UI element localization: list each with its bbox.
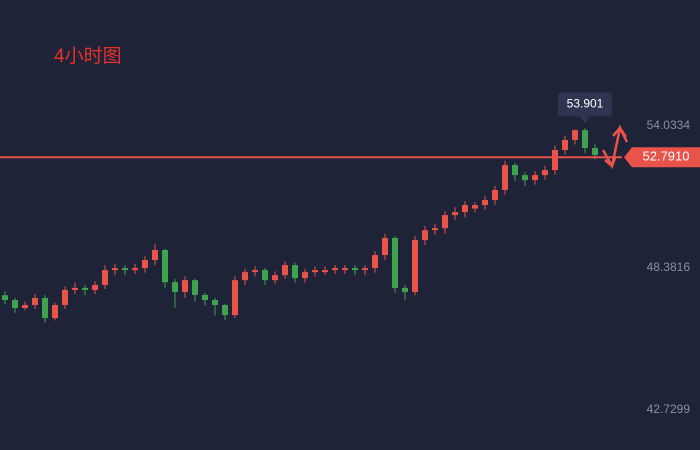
candle-body: [272, 275, 278, 281]
candle-body: [342, 268, 348, 271]
candle-body: [232, 280, 238, 316]
current-price-label: 52.7910: [643, 149, 690, 164]
candle-body: [212, 300, 218, 306]
candle-body: [302, 272, 308, 279]
candle-body: [392, 237, 398, 288]
candle-body: [462, 205, 468, 213]
y-tick-label: 42.7299: [647, 402, 691, 416]
current-price-tag: [624, 147, 700, 168]
candle-body: [192, 280, 198, 295]
candle-body: [112, 268, 118, 271]
high-label: 53.901: [567, 97, 604, 111]
high-label-box: [558, 92, 612, 117]
candle-body: [582, 130, 588, 148]
candle-body: [352, 268, 358, 271]
candle-body: [202, 294, 208, 300]
candle-body: [102, 270, 108, 285]
candle-body: [42, 297, 48, 319]
candle-body: [472, 205, 478, 209]
candle-body: [82, 287, 88, 290]
candle-body: [412, 239, 418, 292]
y-tick-label: 48.3816: [647, 260, 691, 274]
candle-body: [332, 268, 338, 271]
candle-body: [52, 305, 58, 319]
candle-body: [552, 150, 558, 171]
candle-body: [252, 270, 258, 273]
candle-body: [532, 175, 538, 181]
arrow-head: [604, 157, 617, 169]
candle-body: [452, 212, 458, 216]
arrow-head: [612, 125, 628, 138]
candle-body: [2, 295, 8, 300]
candle-body: [72, 287, 78, 290]
candle-body: [492, 189, 498, 200]
candle-body: [132, 268, 138, 271]
candle-body: [402, 287, 408, 292]
candle-body: [12, 300, 18, 309]
candle-body: [512, 165, 518, 176]
candle-body: [502, 165, 508, 190]
candle-body: [142, 260, 148, 269]
candle-body: [242, 272, 248, 281]
candle-body: [322, 270, 328, 273]
candle-body: [522, 175, 528, 181]
candle-body: [382, 237, 388, 256]
candle-body: [22, 305, 28, 309]
candle-body: [222, 305, 228, 316]
chart-title: 4小时图: [54, 45, 122, 67]
candle-body: [282, 265, 288, 276]
candle-body: [62, 289, 68, 306]
candle-body: [292, 265, 298, 279]
candle-body: [482, 200, 488, 206]
candle-body: [162, 250, 168, 283]
candle-body: [172, 282, 178, 292]
high-label-pointer: [580, 116, 590, 124]
candle-body: [432, 228, 438, 231]
candle-body: [362, 268, 368, 271]
candle-body: [92, 284, 98, 290]
candle-body: [372, 255, 378, 269]
y-tick-label: 54.0334: [647, 118, 691, 132]
candle-body: [262, 270, 268, 281]
candle-body: [542, 170, 548, 176]
candle-body: [152, 250, 158, 261]
candle-body: [592, 147, 598, 156]
candle-body: [312, 270, 318, 273]
candle-body: [32, 297, 38, 306]
candle-body: [182, 280, 188, 292]
candle-body: [422, 230, 428, 240]
candle-body: [572, 130, 578, 140]
candle-body: [442, 215, 448, 229]
candle-body: [122, 268, 128, 271]
candle-body: [562, 139, 568, 150]
